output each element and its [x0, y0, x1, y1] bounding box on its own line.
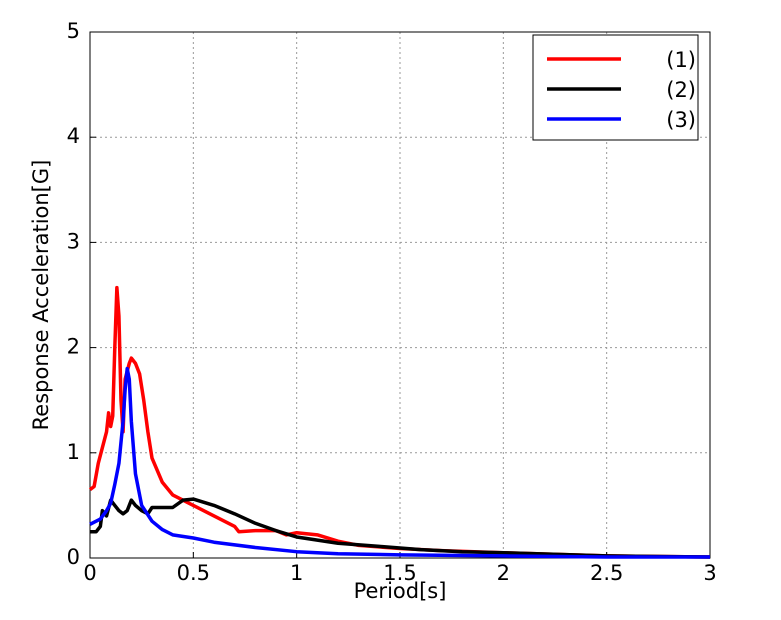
y-tick-label: 4 [67, 124, 80, 148]
x-tick-label: 1.5 [383, 561, 416, 585]
y-tick-label: 3 [67, 229, 80, 253]
legend-label: (2) [666, 78, 696, 102]
x-tick-label: 0.5 [177, 561, 210, 585]
y-tick-label: 0 [67, 545, 80, 569]
y-tick-label: 1 [67, 440, 80, 464]
data-line [89, 366, 710, 559]
x-axis-label: Period[s] [354, 579, 447, 603]
y-tick-label: 5 [67, 19, 80, 43]
y-tick-label: 2 [67, 335, 80, 359]
x-tick-label: 0 [83, 561, 96, 585]
x-tick-label: 2 [497, 561, 510, 585]
plot-frame [89, 31, 711, 559]
y-axis-label: Response Acceleration[G] [29, 160, 53, 431]
data-line [88, 285, 711, 559]
x-tick-label: 2.5 [590, 561, 623, 585]
legend-label: (1) [666, 48, 696, 72]
x-tick-label: 1 [290, 561, 303, 585]
legend-label: (3) [666, 108, 696, 132]
x-tick-label: 3 [703, 561, 716, 585]
